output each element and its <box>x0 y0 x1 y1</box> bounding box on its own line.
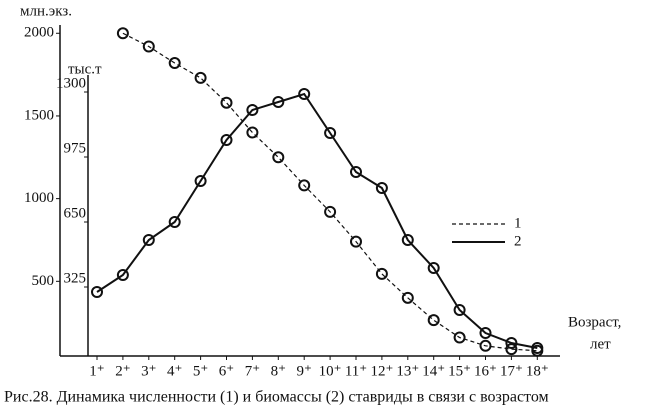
x-tick-label: 10⁺ <box>319 363 342 379</box>
x-tick-label: 5⁺ <box>193 363 208 379</box>
data-point <box>298 88 311 100</box>
data-point <box>324 127 337 139</box>
data-point <box>168 216 181 228</box>
x-tick-label: 2⁺ <box>115 363 130 379</box>
data-point <box>453 331 466 344</box>
data-point <box>168 57 181 70</box>
y-tick-label: 1000 <box>24 190 54 206</box>
legend-label: 2 <box>514 233 522 249</box>
data-point <box>531 342 544 354</box>
data-point <box>505 343 518 356</box>
data-point <box>298 179 311 192</box>
data-point <box>350 166 362 178</box>
x-tick-label: 11⁺ <box>345 363 367 379</box>
y2-tick-label: 975 <box>64 140 87 156</box>
y-tick-label: 1500 <box>24 107 54 123</box>
data-point <box>479 339 492 352</box>
data-point <box>194 71 207 84</box>
x-tick-label: 16⁺ <box>474 363 497 379</box>
x-tick-label: 15⁺ <box>448 363 471 379</box>
data-point <box>246 104 259 116</box>
x-tick-label: 13⁺ <box>396 363 419 379</box>
x-tick-label: 12⁺ <box>370 363 393 379</box>
data-point <box>246 126 259 139</box>
data-point <box>324 205 337 218</box>
y-tick-label: 500 <box>32 273 55 289</box>
x-tick-label: 8⁺ <box>271 363 286 379</box>
caption: Рис.28. Динамика численности (1) и биома… <box>4 389 549 406</box>
x-axis-label: Возраст, <box>568 314 621 330</box>
x-tick-label: 14⁺ <box>422 363 445 379</box>
data-point <box>427 314 440 327</box>
data-point <box>220 96 233 109</box>
y2-axis-label: тыс.т <box>68 61 102 77</box>
data-point <box>350 235 362 248</box>
x-tick-label: 6⁺ <box>219 363 234 379</box>
data-point <box>479 327 492 339</box>
x-tick-label: 7⁺ <box>245 363 260 379</box>
data-point <box>505 337 518 349</box>
data-point <box>401 291 414 304</box>
legend-label: 1 <box>514 215 522 231</box>
x-tick-label: 3⁺ <box>141 363 156 379</box>
data-point <box>142 40 155 53</box>
x-axis-label: лет <box>590 336 611 352</box>
data-point <box>142 234 155 246</box>
series-line <box>96 92 538 349</box>
data-point <box>272 96 285 108</box>
x-tick-label: 4⁺ <box>167 363 182 379</box>
x-tick-label: 18⁺ <box>526 363 549 379</box>
data-point <box>375 267 388 280</box>
x-tick-label: 9⁺ <box>296 363 311 379</box>
y-tick-label: 2000 <box>24 25 54 41</box>
data-point <box>194 175 207 187</box>
y2-tick-label: 325 <box>64 270 87 286</box>
x-tick-label: 17⁺ <box>500 363 523 379</box>
series-line <box>122 32 538 352</box>
data-point <box>427 262 440 274</box>
data-point <box>116 269 129 281</box>
y-axis-label: млн.экз. <box>20 3 72 19</box>
data-point <box>116 27 129 40</box>
x-tick-label: 1⁺ <box>89 363 104 379</box>
data-point <box>272 151 285 164</box>
y2-tick-label: 650 <box>64 205 87 221</box>
data-point <box>401 234 414 246</box>
data-point <box>91 286 103 298</box>
data-point <box>375 182 388 194</box>
data-point <box>220 134 233 146</box>
y2-tick-label: 1300 <box>56 75 86 91</box>
data-point <box>453 304 466 316</box>
